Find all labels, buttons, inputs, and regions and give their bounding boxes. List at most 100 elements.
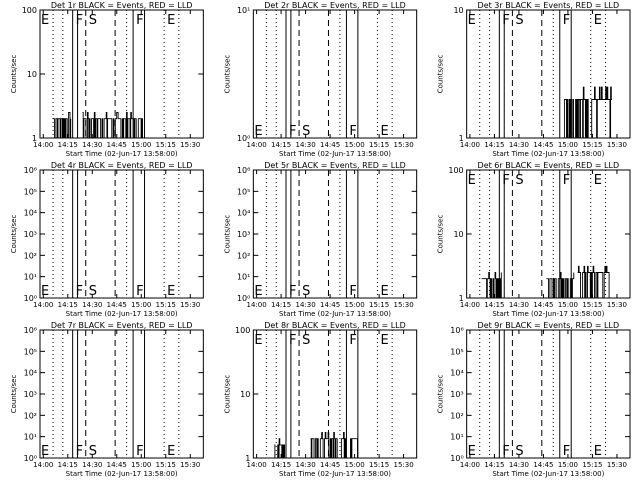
marker-label: F xyxy=(136,284,143,299)
y-axis-label: Counts/sec xyxy=(437,375,445,414)
x-axis-label: Start Time (02-Jun-17 13:58:00) xyxy=(492,470,604,478)
marker-label: E xyxy=(41,444,49,459)
marker-label: S xyxy=(89,284,97,299)
x-tick-label: 14:30 xyxy=(82,141,102,149)
y-tick-label: 10⁰ xyxy=(24,294,37,303)
x-axis-label: Start Time (02-Jun-17 13:58:00) xyxy=(279,470,391,478)
x-tick-label: 14:00 xyxy=(33,141,53,149)
marker-label: S xyxy=(89,444,97,459)
x-tick-label: 14:00 xyxy=(247,141,267,149)
marker-label: F xyxy=(349,333,356,348)
x-tick-label: 14:45 xyxy=(533,141,553,149)
y-tick-label: 10¹ xyxy=(24,273,37,282)
x-tick-label: 14:30 xyxy=(82,461,102,469)
panel-title: Det 8r BLACK = Events, RED = LLD xyxy=(264,321,406,330)
marker-label: E xyxy=(41,13,49,28)
marker-label: E xyxy=(594,173,602,188)
x-tick-label: 15:30 xyxy=(180,301,200,309)
x-axis-label: Start Time (02-Jun-17 13:58:00) xyxy=(492,150,604,158)
y-tick-label: 10¹ xyxy=(237,6,250,15)
marker-label: E xyxy=(380,124,388,139)
x-axis-label: Start Time (02-Jun-17 13:58:00) xyxy=(279,310,391,318)
marker-label: E xyxy=(594,13,602,28)
y-axis-label: Counts/sec xyxy=(437,215,445,254)
x-tick-label: 14:00 xyxy=(460,461,480,469)
y-tick-label: 10⁴ xyxy=(450,369,463,378)
y-tick-label: 10⁵ xyxy=(450,347,463,356)
x-tick-label: 14:00 xyxy=(460,141,480,149)
x-tick-label: 15:15 xyxy=(369,141,389,149)
marker-label: S xyxy=(302,333,310,348)
y-tick-label: 10⁰ xyxy=(237,134,250,143)
y-tick-label: 10 xyxy=(240,390,250,399)
panel-title: Det 4r BLACK = Events, RED = LLD xyxy=(51,161,193,170)
event-trace xyxy=(82,112,144,139)
x-axis-label: Start Time (02-Jun-17 13:58:00) xyxy=(66,310,178,318)
marker-label: E xyxy=(380,284,388,299)
x-tick-label: 14:15 xyxy=(58,141,78,149)
x-tick-label: 15:00 xyxy=(558,301,578,309)
x-tick-label: 15:30 xyxy=(394,461,414,469)
marker-label: F xyxy=(289,333,296,348)
marker-label: F xyxy=(502,13,509,28)
x-tick-label: 15:00 xyxy=(131,301,151,309)
y-tick-label: 10² xyxy=(450,411,463,420)
x-tick-label: 15:30 xyxy=(607,461,627,469)
marker-label: S xyxy=(302,284,310,299)
x-tick-label: 14:00 xyxy=(33,301,53,309)
y-tick-label: 10³ xyxy=(24,230,37,239)
y-tick-label: 10¹ xyxy=(450,433,463,442)
x-axis-label: Start Time (02-Jun-17 13:58:00) xyxy=(66,470,178,478)
x-axis-label: Start Time (02-Jun-17 13:58:00) xyxy=(66,150,178,158)
x-tick-label: 15:30 xyxy=(394,141,414,149)
y-axis-label: Counts/sec xyxy=(223,375,231,414)
y-tick-label: 10⁶ xyxy=(237,166,250,175)
marker-label: E xyxy=(468,444,476,459)
marker-label: F xyxy=(563,173,570,188)
panel-title: Det 9r BLACK = Events, RED = LLD xyxy=(478,321,620,330)
marker-label: S xyxy=(89,13,97,28)
marker-label: F xyxy=(76,444,83,459)
x-tick-label: 15:30 xyxy=(180,141,200,149)
y-tick-label: 10² xyxy=(24,251,37,260)
y-axis-label: Counts/sec xyxy=(10,375,18,414)
x-tick-label: 14:45 xyxy=(533,301,553,309)
y-axis-label: Counts/sec xyxy=(223,215,231,254)
x-tick-label: 15:15 xyxy=(582,141,602,149)
marker-label: S xyxy=(302,124,310,139)
y-tick-label: 10³ xyxy=(24,390,37,399)
marker-label: E xyxy=(468,173,476,188)
event-trace xyxy=(310,432,358,459)
x-tick-label: 14:45 xyxy=(107,301,127,309)
x-tick-label: 15:00 xyxy=(131,461,151,469)
y-tick-label: 1 xyxy=(459,134,464,143)
x-tick-label: 14:15 xyxy=(484,461,504,469)
x-tick-label: 15:00 xyxy=(345,141,365,149)
panel-title: Det 5r BLACK = Events, RED = LLD xyxy=(264,161,406,170)
panel-title: Det 2r BLACK = Events, RED = LLD xyxy=(264,1,406,10)
event-trace xyxy=(563,86,612,139)
y-tick-label: 10⁰ xyxy=(237,294,250,303)
x-tick-label: 15:30 xyxy=(180,461,200,469)
marker-label: E xyxy=(167,13,175,28)
x-tick-label: 15:00 xyxy=(558,461,578,469)
y-tick-label: 1 xyxy=(245,454,250,463)
panel-title: Det 3r BLACK = Events, RED = LLD xyxy=(478,1,620,10)
y-tick-label: 1 xyxy=(32,134,37,143)
y-tick-label: 10⁵ xyxy=(24,347,37,356)
y-tick-label: 10 xyxy=(453,6,463,15)
x-tick-label: 14:45 xyxy=(107,141,127,149)
y-axis-label: Counts/sec xyxy=(437,55,445,94)
y-tick-label: 10⁵ xyxy=(24,187,37,196)
x-tick-label: 15:00 xyxy=(558,141,578,149)
x-tick-label: 15:00 xyxy=(131,141,151,149)
marker-label: F xyxy=(349,124,356,139)
x-tick-label: 14:15 xyxy=(58,301,78,309)
y-axis-label: Counts/sec xyxy=(10,55,18,94)
x-tick-label: 14:45 xyxy=(533,461,553,469)
x-tick-label: 14:30 xyxy=(509,461,529,469)
x-tick-label: 15:15 xyxy=(582,301,602,309)
x-tick-label: 14:30 xyxy=(509,301,529,309)
x-tick-label: 14:45 xyxy=(107,461,127,469)
marker-label: F xyxy=(563,444,570,459)
